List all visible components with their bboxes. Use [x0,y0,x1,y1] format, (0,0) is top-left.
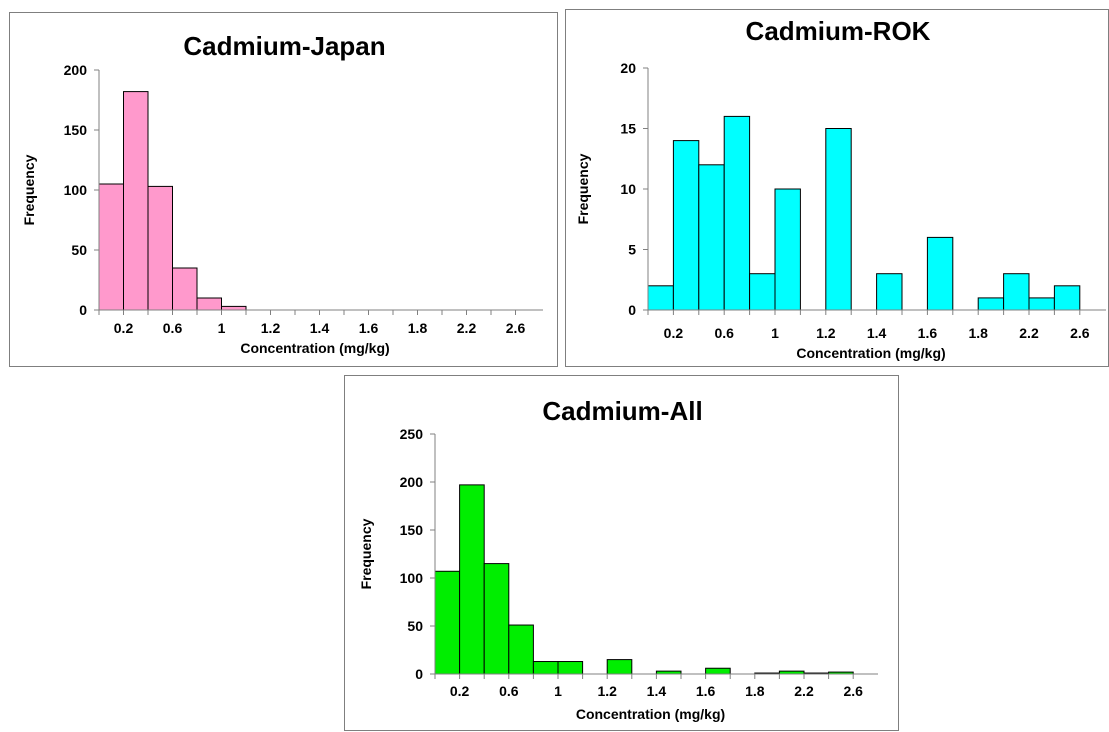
chart-title: Cadmium-Japan [183,31,385,61]
x-tick-label: 1 [218,320,226,336]
chart-rok: Cadmium-ROK 0 5 10 15 20 0.2 0.6 1 1.2 1.4 1.6 1.8 2.… [575,16,1106,361]
bar [774,188,801,311]
y-tick-label: 0 [79,302,87,318]
x-tick-label: 0.2 [664,325,684,341]
x-tick-label: 1.4 [867,325,887,341]
y-axis-title: Frequency [21,154,37,225]
bar [221,305,247,311]
y-axis-title: Frequency [358,518,374,589]
y-axis-title: Frequency [575,153,591,224]
y-tick-label: 15 [620,121,636,137]
y-tick-label: 250 [400,426,424,442]
x-tick-label: 2.6 [843,683,863,699]
bar [459,484,485,675]
bar [508,624,534,675]
y-tick-label: 20 [620,60,636,76]
x-tick-label: 1.2 [261,320,281,336]
bars-group [98,91,247,311]
y-tick-label: 5 [628,242,636,258]
x-axis-title: Concentration (mg/kg) [796,345,945,361]
bar [123,91,149,311]
x-tick-label: 1.2 [597,683,617,699]
x-tick-label: 1.8 [968,325,988,341]
y-tick-label: 0 [628,302,636,318]
x-tick-label: 0.2 [114,320,134,336]
x-tick-label: 1 [771,325,779,341]
chart-panel-japan: Cadmium-Japan 0 50 100 150 200 0.2 0.6 1 1.2 1.4 1.… [9,12,558,367]
chart-title: Cadmium-ROK [746,16,931,46]
bar [926,236,954,311]
x-tick-label: 2.6 [1070,325,1090,341]
bar [749,273,776,311]
bar [876,273,903,311]
x-tick-label: 1.8 [745,683,765,699]
y-tick-label: 0 [415,666,423,682]
x-tick-label: 2.2 [794,683,814,699]
bar [98,183,124,311]
chart-title: Cadmium-All [542,396,702,426]
y-tick-label: 200 [400,474,424,490]
x-tick-label: 2.6 [506,320,526,336]
bar [147,185,173,311]
chart-japan: Cadmium-Japan 0 50 100 150 200 0.2 0.6 1 1.2 1.4 1.… [21,31,543,356]
bar [977,297,1005,311]
bar [698,164,725,311]
x-tick-label: 0.6 [714,325,734,341]
y-tick-label: 100 [64,182,88,198]
y-tick-label: 150 [64,122,88,138]
chart-panel-rok: Cadmium-ROK 0 5 10 15 20 0.2 0.6 1 1.2 1.4 1.6 1.8 2.… [565,9,1109,367]
x-tick-label: 1.6 [696,683,716,699]
bar [196,297,222,311]
bar [672,140,700,311]
chart-all: Cadmium-All 0 50 100 150 200 250 0.2 0.6 1 1.2 1.4 1… [358,396,878,722]
bar [172,267,198,311]
bar [705,667,731,675]
bar [483,563,510,675]
x-tick-label: 1.6 [359,320,379,336]
x-tick-label: 1.4 [310,320,330,336]
bar [434,570,461,675]
x-tick-label: 1 [554,683,562,699]
x-axis-title: Concentration (mg/kg) [576,706,725,722]
x-tick-label: 1.6 [918,325,938,341]
x-tick-label: 0.6 [163,320,183,336]
x-tick-label: 2.2 [1019,325,1039,341]
y-tick-label: 150 [400,522,424,538]
bar [825,128,852,311]
bar [557,661,584,675]
y-tick-label: 50 [407,618,423,634]
bar [1028,297,1055,311]
x-tick-label: 0.2 [450,683,470,699]
bar [532,661,559,675]
x-tick-label: 0.6 [499,683,519,699]
bar [647,285,674,311]
x-axis-title: Concentration (mg/kg) [240,340,389,356]
bar [1003,273,1030,311]
y-tick-label: 10 [620,181,636,197]
x-tick-label: 1.4 [647,683,667,699]
chart-panel-all: Cadmium-All 0 50 100 150 200 250 0.2 0.6 1 1.2 1.4 1… [344,375,899,731]
bars-group [647,115,1081,311]
bars-group [434,484,854,675]
bar [723,115,751,311]
y-tick-label: 50 [71,242,87,258]
y-tick-label: 200 [64,62,88,78]
x-tick-label: 1.2 [816,325,836,341]
y-tick-label: 100 [400,570,424,586]
bar [606,659,633,675]
bar [1053,285,1081,311]
x-tick-label: 2.2 [457,320,477,336]
x-tick-label: 1.8 [408,320,428,336]
